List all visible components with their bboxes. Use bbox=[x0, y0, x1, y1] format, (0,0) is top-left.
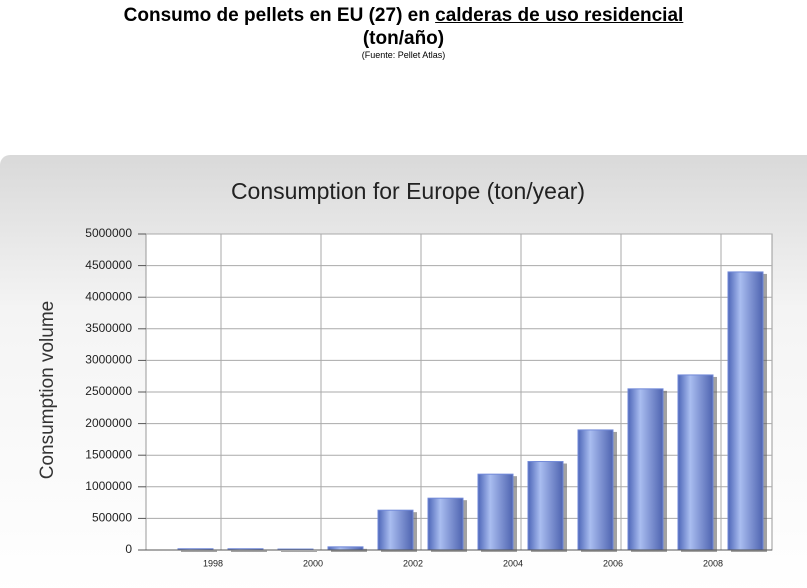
title: Consumo de pellets en EU (27) en bbox=[123, 5, 430, 26]
bar-shadow bbox=[281, 551, 317, 552]
x-tick-label: 2006 bbox=[603, 558, 623, 568]
x-tick-label: 2004 bbox=[503, 558, 523, 568]
chart-title: Consumption for Europe (ton/year) bbox=[231, 178, 585, 204]
title-line: Consumo de pellets en EU (27) en caldera… bbox=[0, 4, 807, 27]
y-tick-label: 1500000 bbox=[85, 447, 132, 461]
bar bbox=[677, 374, 714, 551]
source: (Fuente: Pellet Atlas) bbox=[361, 50, 446, 60]
x-tick-label: 2000 bbox=[303, 558, 323, 568]
y-tick-label: 2000000 bbox=[85, 416, 132, 430]
bar bbox=[427, 497, 464, 551]
header: Consumo de pellets en EU (27) en caldera… bbox=[0, 0, 807, 60]
bar bbox=[577, 429, 614, 551]
x-tick-label: 1998 bbox=[203, 558, 223, 568]
y-tick-label: 0 bbox=[125, 542, 132, 556]
bar-shadow bbox=[181, 550, 217, 552]
y-tick-label: 500000 bbox=[92, 511, 132, 525]
bar-shadow bbox=[231, 550, 267, 552]
y-tick-label: 4500000 bbox=[85, 258, 132, 272]
y-tick-label: 4000000 bbox=[85, 289, 132, 303]
y-axis-label: Consumption volume bbox=[37, 301, 58, 479]
title-underlined: calderas de uso residencial bbox=[435, 5, 684, 26]
y-tick-label: 5000000 bbox=[85, 226, 132, 240]
y-tick-label: 2500000 bbox=[85, 384, 132, 398]
bar bbox=[527, 461, 564, 551]
y-tick-label: 3000000 bbox=[85, 353, 132, 367]
y-tick-label: 3500000 bbox=[85, 321, 132, 335]
bar bbox=[477, 473, 514, 551]
title-line2: (ton/año) bbox=[362, 28, 445, 49]
bar bbox=[627, 388, 664, 551]
x-tick-label: 2002 bbox=[403, 558, 423, 568]
bar bbox=[727, 271, 764, 551]
y-tick-label: 1000000 bbox=[85, 479, 132, 493]
bar bbox=[377, 509, 414, 551]
x-tick-label: 2008 bbox=[703, 558, 723, 568]
